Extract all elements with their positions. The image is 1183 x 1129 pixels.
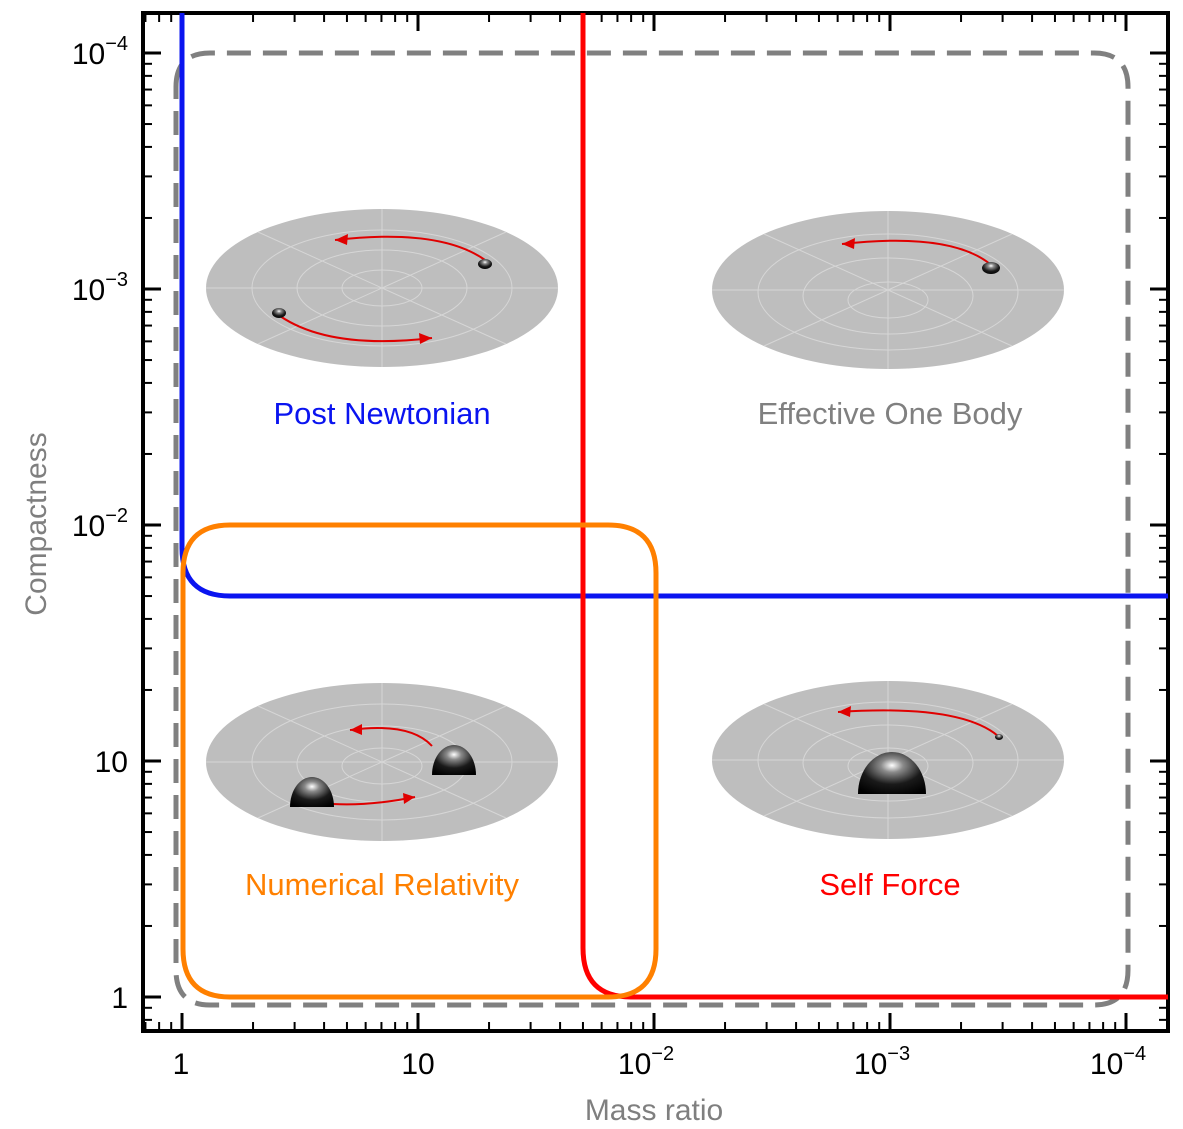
post-newtonian-boundary bbox=[179, 13, 1168, 599]
y-tick-label: 10−3 bbox=[72, 269, 128, 307]
black-hole-icon bbox=[478, 259, 492, 269]
effective-one-body-illustration bbox=[712, 211, 1064, 369]
y-tick-label: 10 bbox=[95, 746, 128, 779]
x-tick-label: 10 bbox=[401, 1048, 434, 1081]
self-force-label: Self Force bbox=[819, 867, 960, 902]
black-hole-icon bbox=[272, 308, 286, 318]
post-newtonian-illustration bbox=[206, 209, 558, 367]
x-tick-label: 10−3 bbox=[854, 1043, 910, 1081]
black-hole-icon bbox=[432, 745, 476, 775]
effective-one-body-boundary bbox=[173, 50, 1131, 1008]
disk-grid bbox=[206, 683, 558, 841]
disk-grid bbox=[206, 209, 558, 367]
x-axis-title: Mass ratio bbox=[585, 1094, 723, 1127]
y-tick-label: 10−4 bbox=[72, 33, 128, 71]
effective-one-body-label: Effective One Body bbox=[758, 396, 1023, 431]
x-tick-labels: 1 10 10−2 10−3 10−4 bbox=[173, 1043, 1146, 1081]
self-force-illustration bbox=[712, 681, 1064, 839]
black-hole-icon bbox=[858, 752, 926, 794]
y-tick-label: 1 bbox=[111, 982, 128, 1015]
y-tick-labels: 10−4 10−3 10−2 10 1 bbox=[72, 33, 128, 1015]
numerical-relativity-label: Numerical Relativity bbox=[245, 867, 519, 902]
y-tick-label: 10−2 bbox=[72, 505, 128, 543]
x-tick-label: 10−4 bbox=[1090, 1043, 1146, 1081]
post-newtonian-label: Post Newtonian bbox=[273, 396, 490, 431]
x-tick-label: 10−2 bbox=[618, 1043, 674, 1081]
x-tick-label: 1 bbox=[173, 1048, 190, 1081]
self-force-boundary bbox=[580, 13, 1168, 1000]
black-hole-icon bbox=[982, 262, 1000, 274]
numerical-relativity-boundary bbox=[180, 522, 659, 1000]
numerical-relativity-illustration bbox=[206, 683, 558, 841]
disk-grid bbox=[712, 211, 1064, 369]
y-axis-title: Compactness bbox=[20, 432, 53, 615]
black-hole-icon bbox=[290, 777, 334, 807]
black-hole-icon bbox=[995, 734, 1003, 740]
